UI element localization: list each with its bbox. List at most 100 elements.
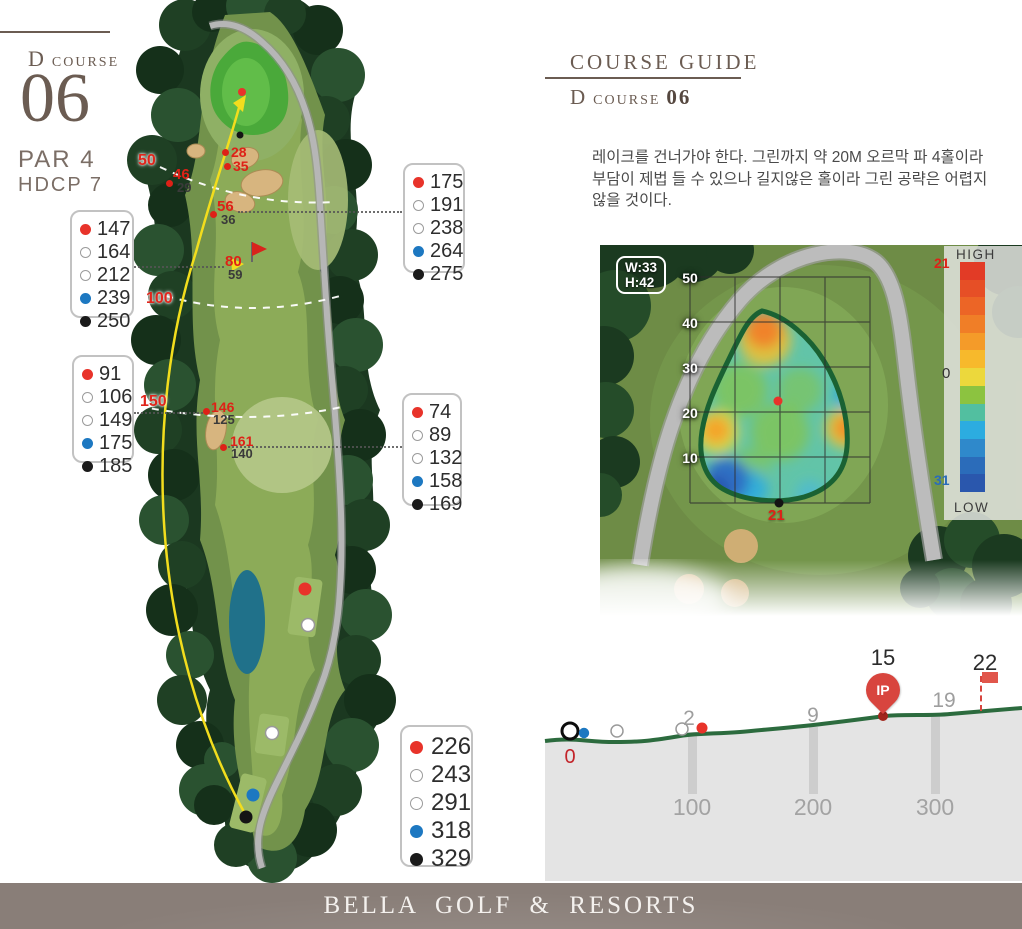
carry-alt-label: 59 — [228, 267, 243, 282]
yardage-row: 239 — [80, 287, 130, 310]
black-tee-dot-icon — [410, 852, 423, 866]
black-tee-dot-icon — [82, 461, 93, 472]
carry-label: 56 — [217, 198, 234, 215]
yardage-row: 291 — [410, 789, 471, 817]
scale-step — [960, 368, 985, 386]
yardage-value: 291 — [431, 789, 472, 816]
carry-dot-icon — [203, 408, 210, 415]
distance-arcs — [137, 166, 347, 418]
red-tee-dot-icon — [410, 740, 423, 754]
blue-tee-dot-icon — [412, 476, 423, 487]
scale-step — [960, 332, 985, 351]
white-tee-dot-icon — [410, 796, 423, 810]
scale-step — [960, 350, 985, 369]
scale-step — [960, 279, 985, 298]
green-flag-icon — [982, 672, 998, 683]
yardage-value: 175 — [430, 171, 464, 193]
guide-description: 레이크를 건너가야 한다. 그린까지 약 20M 오르막 파 4홀이라 부담이 … — [592, 149, 988, 209]
course-letter: D — [28, 46, 46, 71]
lake — [229, 570, 265, 674]
red-tee-dot-icon — [80, 224, 91, 235]
yardage-value: 169 — [429, 493, 463, 515]
carry-dot-icon — [210, 211, 217, 218]
hole-number: 06 — [20, 60, 90, 137]
elevation-point-label: 2 — [683, 707, 695, 730]
blue-tee-dot-icon — [413, 246, 424, 257]
red-tee-dot-icon — [413, 177, 424, 188]
yardage-row: 158 — [412, 470, 462, 493]
yardage-box-lower-left: 91 106 149 175 185 — [72, 355, 134, 477]
yardage-row: 175 — [82, 432, 132, 455]
yardage-row: 185 — [82, 455, 132, 478]
white-tee-dot-icon — [412, 430, 423, 441]
yardage-value: 243 — [431, 761, 472, 788]
connector-line — [134, 412, 206, 414]
elevation-ip-height-label: 15 — [870, 645, 896, 670]
ip-pin-icon: IP — [858, 665, 908, 715]
green-front-distance: 21 — [768, 507, 785, 524]
yardage-value: 185 — [99, 455, 133, 477]
shot-line — [161, 103, 246, 813]
yardage-box-upper-right: 175 191 238 264 275 — [403, 163, 465, 285]
shot-arrow-ip — [231, 258, 244, 271]
yardage-row: 226 — [410, 733, 471, 761]
course-word: COURSE — [51, 55, 120, 70]
carry-dot-icon — [220, 444, 227, 451]
yardage-value: 106 — [99, 386, 133, 408]
arc-label-150: 150 — [140, 393, 167, 410]
white-tee-dot-icon — [413, 223, 424, 234]
yardage-row: 106 — [82, 386, 132, 409]
shot-arrow-green — [233, 95, 246, 112]
black-tee-dot-icon — [413, 269, 424, 280]
scale-high-label: HIGH — [956, 247, 996, 262]
yardage-value: 239 — [97, 287, 131, 309]
header-rule — [0, 31, 110, 33]
carry-alt-label: 140 — [231, 446, 253, 461]
yardage-row: 264 — [413, 240, 463, 263]
heat-green — [700, 311, 848, 501]
depth-label: 20 — [682, 405, 698, 421]
yardage-value: 89 — [429, 424, 452, 446]
white-tee-dot-icon — [412, 453, 423, 464]
scale-step — [960, 474, 985, 492]
yardage-value: 212 — [97, 264, 131, 286]
carry-dot-icon — [166, 180, 173, 187]
scale-step — [960, 297, 985, 316]
white-tee-dot-icon — [413, 200, 424, 211]
yardage-row: 243 — [410, 761, 471, 789]
scale-low-label: LOW — [954, 500, 990, 515]
yardage-value: 318 — [431, 817, 472, 844]
yardage-row: 147 — [80, 218, 130, 241]
depth-label: 10 — [682, 450, 698, 466]
yardage-box-mid-left: 147 164 212 239 250 — [70, 210, 134, 332]
scale-zero-label: 0 — [942, 365, 951, 382]
carry-label: 161 — [230, 433, 254, 449]
yardage-value: 329 — [431, 845, 472, 872]
course-name: D COURSE — [28, 46, 119, 72]
connector-line — [134, 266, 224, 268]
brand-name: BELLA GOLF & RESORTS — [323, 892, 699, 919]
carry-label: 35 — [233, 158, 249, 174]
yardage-value: 91 — [99, 363, 122, 385]
ip-pin-label: IP — [876, 682, 890, 698]
green-flag-pole-icon — [980, 676, 982, 711]
footer-bar: BELLA GOLF & RESORTS — [0, 883, 1022, 929]
depth-label: 50 — [682, 270, 698, 286]
guide-hole-number: 06 — [666, 85, 692, 109]
scale-max-label: 21 — [934, 255, 950, 271]
connector-line — [238, 211, 402, 213]
distance-tick-label: 200 — [793, 794, 833, 820]
carry-dot-icon — [222, 149, 229, 156]
depth-label: 30 — [682, 360, 698, 376]
guide-course-letter: D — [570, 85, 588, 109]
elevation-start-label: 0 — [564, 746, 576, 768]
scale-step — [960, 421, 985, 439]
scale-step — [960, 315, 985, 333]
carry-label: 46 — [173, 166, 190, 183]
yardage-value: 158 — [429, 470, 463, 492]
yardage-value: 264 — [430, 240, 464, 262]
blue-tee-dot-icon — [410, 824, 423, 838]
carry-label: 28 — [231, 144, 247, 160]
yardage-value: 191 — [430, 194, 464, 216]
